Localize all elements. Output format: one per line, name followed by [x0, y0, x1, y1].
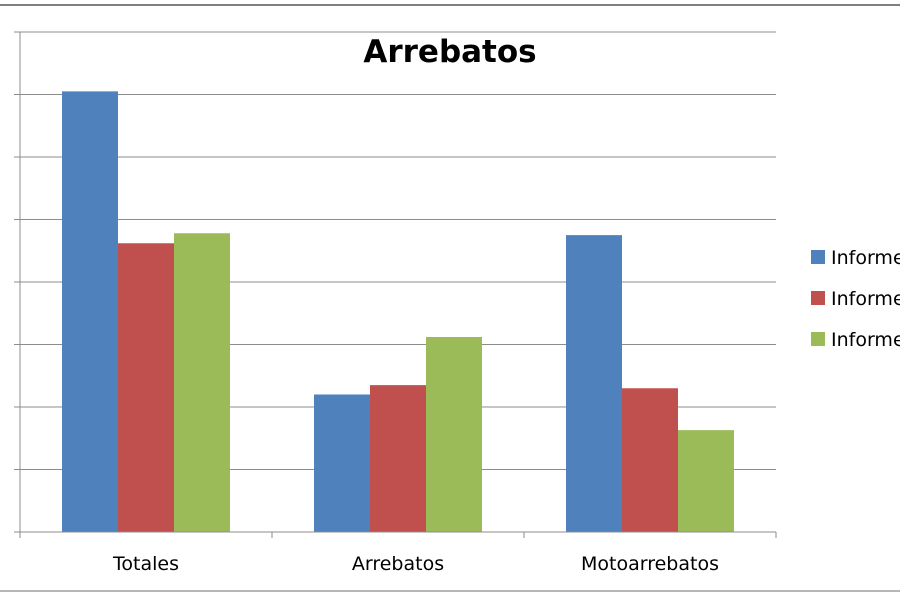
legend-label: Informe — [831, 247, 900, 269]
legend-swatch — [811, 332, 825, 346]
legend-swatch — [811, 250, 825, 264]
bar — [370, 385, 426, 532]
bar — [118, 243, 174, 532]
legend-label: Informe — [831, 329, 900, 351]
bar — [314, 394, 370, 532]
legend: Informe Informe Informe — [811, 247, 900, 351]
x-tick-label: Motoarrebatos — [581, 553, 719, 575]
legend-swatch — [811, 291, 825, 305]
bar — [678, 430, 734, 532]
bar — [566, 235, 622, 532]
bar — [174, 233, 230, 532]
axes — [19, 32, 777, 538]
bars — [62, 91, 734, 532]
chart-title: Arrebatos — [363, 34, 536, 70]
axis-ticks — [14, 31, 20, 533]
legend-label: Informe — [831, 288, 900, 310]
x-tick-label: Totales — [112, 553, 179, 575]
bar — [62, 91, 118, 532]
bar — [426, 337, 482, 532]
x-tick-label: Arrebatos — [352, 553, 444, 575]
bar — [622, 388, 678, 532]
x-tick-labels: Totales Arrebatos Motoarrebatos — [112, 553, 719, 575]
